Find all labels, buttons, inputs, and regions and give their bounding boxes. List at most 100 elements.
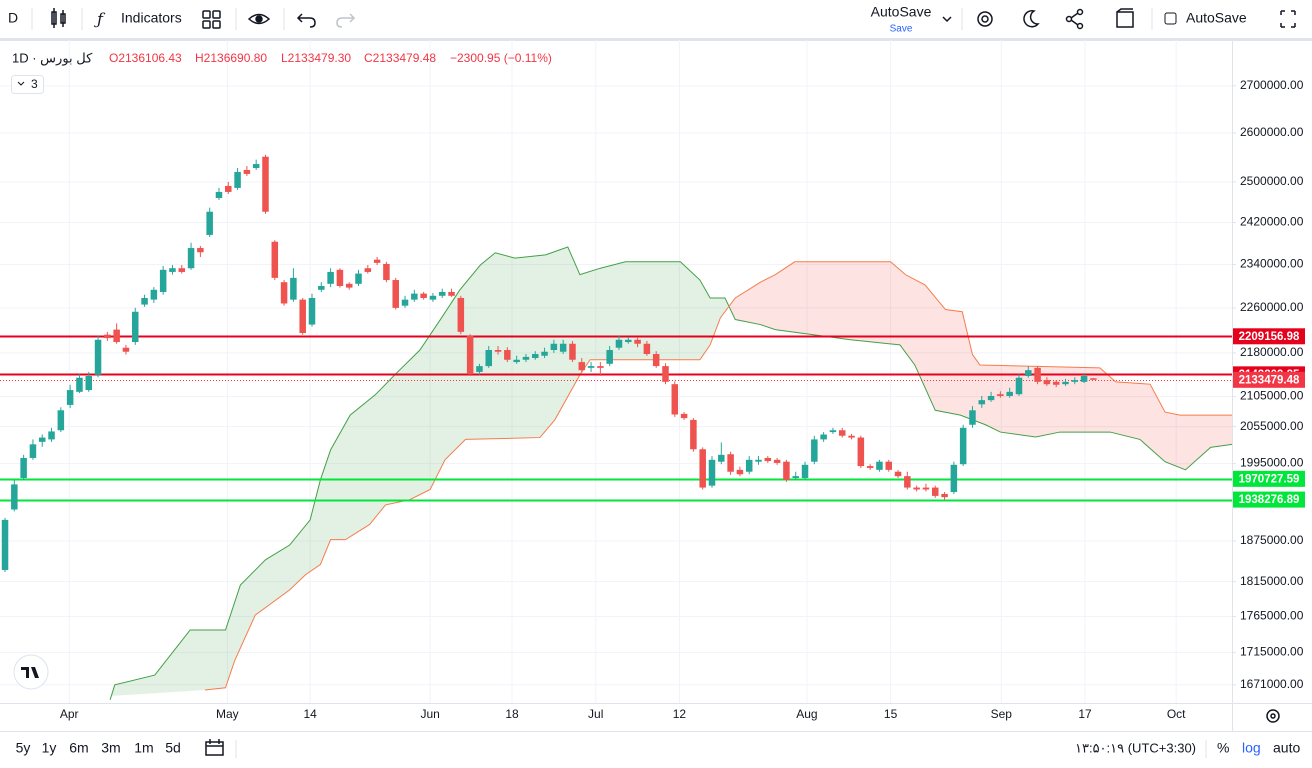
theme-button[interactable] [1023,9,1040,28]
indicator-count: 3 [31,77,38,91]
candle-body [485,350,492,367]
x-tick-label: Sep [991,707,1013,721]
auto-toggle[interactable]: auto [1273,740,1300,756]
candle-body [178,268,186,272]
candle-body [894,471,902,477]
candle-body [532,354,539,359]
candle-body [615,339,623,348]
candle-body [801,464,809,479]
candle-body [1015,377,1023,395]
range-buttons: 5y 1y 6m 3m 1m 5d [16,740,181,756]
x-tick-label: 12 [673,707,687,721]
candle-body [1062,381,1069,385]
candle-body [420,293,427,298]
candle-body [578,362,586,371]
candle-body [76,377,83,392]
candle-body [457,297,465,332]
candle-body [997,394,1004,396]
hide-button[interactable] [247,13,271,25]
templates-button[interactable] [202,10,221,29]
date-range-button[interactable] [205,739,224,756]
candle-body [66,390,74,405]
candle-body [466,335,474,375]
price-label-box [1233,371,1305,388]
range-button[interactable]: 5y [16,740,31,756]
range-button[interactable]: 1y [42,740,57,756]
autosave-checkbox[interactable] [1164,12,1177,25]
clock: ۱۳:۵۰:۱۹ (UTC+3:30) [1075,740,1196,755]
plot-area [0,40,1232,703]
candle-body [225,185,232,192]
low-value: L2133479.30 [281,51,351,65]
fullscreen-button[interactable] [1280,10,1296,28]
candle-body [271,241,279,278]
settings-button[interactable] [977,11,993,27]
candle-body [643,343,651,355]
indicators-label: Indicators [121,10,182,26]
candle-body [20,457,27,479]
candle-body [569,343,576,360]
axis-settings-button[interactable] [1266,709,1280,723]
candle-body [11,484,18,510]
range-button[interactable]: 3m [101,740,120,756]
candle-body [876,461,883,470]
y-tick-label: 2055000.00 [1240,419,1304,433]
candle-body [169,268,176,272]
range-button[interactable]: 1m [134,740,153,756]
candle-body [262,156,269,212]
range-button[interactable]: 6m [69,740,88,756]
candle-body [85,375,92,391]
candle-body [373,259,381,263]
percent-toggle[interactable]: % [1217,740,1229,756]
x-tick-label: 15 [884,707,898,721]
candle-body [671,384,679,415]
undo-button[interactable] [296,13,316,28]
price-label: 2209156.98 [1239,331,1300,343]
candle-body [141,297,148,305]
candle-body [959,427,967,465]
share-button[interactable] [1065,8,1084,30]
candle-body [29,444,37,458]
y-tick-label: 1671000.00 [1240,677,1304,691]
candle-body [690,419,697,450]
log-toggle[interactable]: log [1242,740,1261,756]
y-tick-label: 2340000.00 [1240,257,1304,271]
price-label-box [1233,491,1305,508]
candle-body [122,347,130,352]
candle-body [652,354,660,367]
candle-body [159,269,167,292]
candle-body [941,493,948,498]
autosave-menu[interactable] [942,16,952,23]
redo-button[interactable] [336,13,356,28]
candle-body [1034,367,1041,382]
candle-body [1052,381,1060,385]
chart-type-button[interactable] [51,8,66,28]
indicators-toggle[interactable]: 3 [11,75,44,94]
candle-body [1006,391,1013,396]
autosave-button[interactable]: AutoSave Save [871,4,932,35]
y-tick-label: 2700000.00 [1240,78,1304,92]
toolbar-border [0,38,1312,41]
candle-body [606,350,613,364]
candle-body [969,410,976,425]
candle-body [792,476,799,479]
candle-body [290,277,297,300]
interval-button[interactable]: D [8,10,18,26]
cloud-fill-bearish [110,246,1232,700]
ichimoku-span-a [109,246,1232,700]
snapshot-button[interactable] [1116,8,1134,28]
price-label-box [1233,328,1305,345]
candle-body [904,476,911,488]
y-tick-label: 2500000.00 [1240,174,1304,188]
x-tick-label: Jul [588,707,603,721]
candle-body [699,449,706,488]
candle-body [1090,378,1097,380]
y-tick-label: 1765000.00 [1240,609,1304,623]
x-tick-label: May [216,707,239,721]
candle-body [559,343,567,352]
range-button[interactable]: 5d [165,740,181,756]
candle-body [280,282,288,304]
candle-body [522,356,530,360]
candle-body [913,487,920,490]
